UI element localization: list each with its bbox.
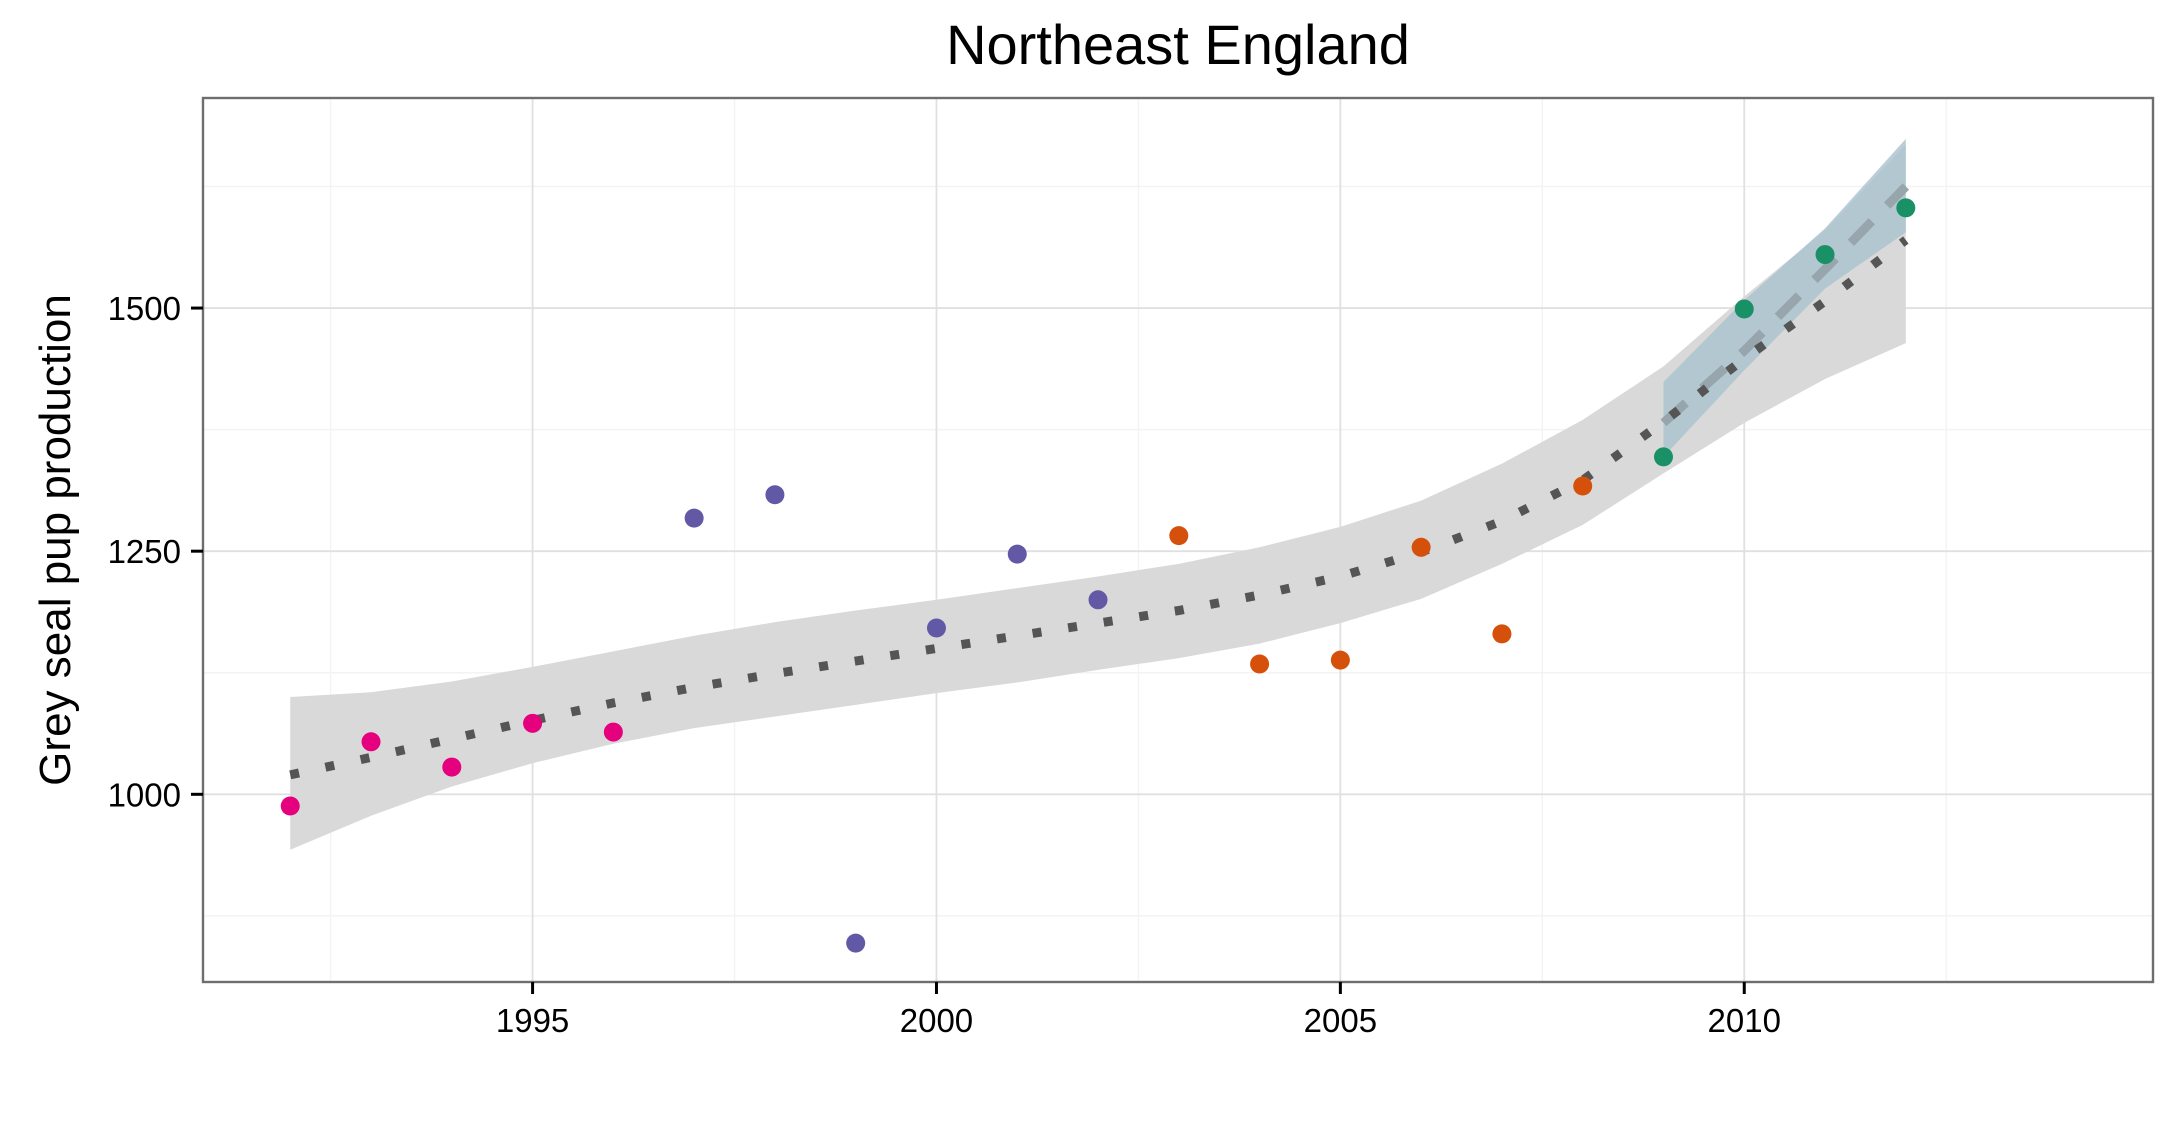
x-axis: 1995 2000 2005 2010 — [496, 982, 1781, 1039]
data-point-2012 — [1896, 198, 1916, 218]
data-point-2008 — [1573, 476, 1593, 496]
data-point-2006 — [1411, 537, 1431, 557]
x-tick-label: 1995 — [496, 1002, 569, 1039]
recent-fit-ribbon — [1663, 138, 1906, 457]
data-point-1993 — [361, 732, 381, 752]
y-tick-label: 1250 — [108, 533, 181, 570]
data-point-1994 — [442, 757, 462, 777]
data-point-1995 — [523, 713, 543, 733]
y-axis-label: Grey seal pup production — [31, 294, 80, 786]
data-point-2003 — [1169, 526, 1189, 546]
data-points — [280, 198, 1916, 953]
major-gridlines — [203, 98, 2153, 982]
fit-lines — [289, 183, 1910, 780]
overall-fit-ribbon — [290, 144, 1906, 850]
y-tick-label: 1000 — [108, 776, 181, 813]
data-point-1992 — [280, 796, 300, 816]
y-axis: 1000 1250 1500 — [108, 290, 203, 813]
data-point-2005 — [1330, 650, 1350, 670]
confidence-ribbons — [290, 138, 1906, 850]
data-point-2002 — [1088, 590, 1108, 610]
data-point-1999 — [846, 933, 866, 953]
data-point-2007 — [1492, 624, 1512, 644]
data-point-2000 — [926, 618, 946, 638]
data-point-2009 — [1653, 447, 1673, 467]
data-point-2011 — [1815, 245, 1835, 265]
panel-border — [201, 96, 2155, 984]
chart-title: Northeast England — [946, 13, 1410, 76]
data-point-1998 — [765, 485, 785, 505]
x-tick-label: 2005 — [1304, 1002, 1377, 1039]
data-point-1997 — [684, 508, 704, 528]
data-point-2010 — [1734, 299, 1754, 319]
x-tick-label: 2010 — [1708, 1002, 1781, 1039]
data-point-2001 — [1007, 544, 1027, 564]
minor-gridlines — [203, 98, 2153, 982]
data-point-2004 — [1250, 654, 1270, 674]
y-tick-label: 1500 — [108, 290, 181, 327]
x-tick-label: 2000 — [900, 1002, 973, 1039]
data-point-1996 — [603, 722, 623, 742]
